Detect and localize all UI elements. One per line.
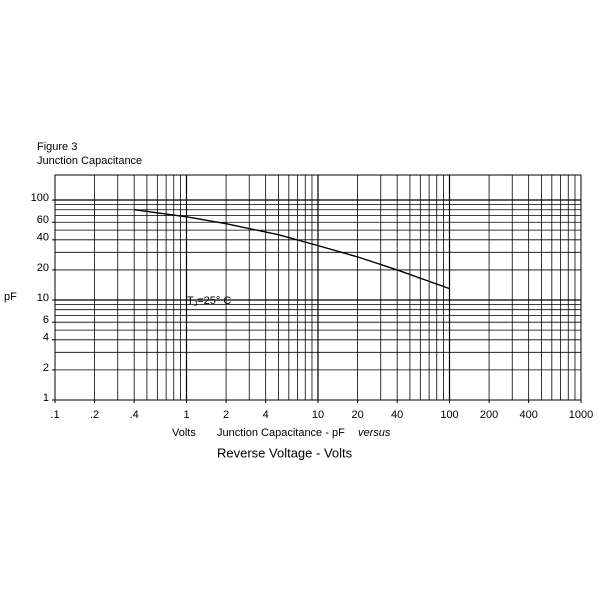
y-axis-label: pF — [4, 291, 17, 303]
x-tick-label: 100 — [440, 409, 458, 421]
x-tick-label: 10 — [312, 409, 324, 421]
chart-title: Figure 3 — [37, 141, 77, 153]
x-tick-label: 400 — [519, 409, 537, 421]
annotation-main: T — [187, 295, 194, 307]
y-tick-label: 20 — [37, 262, 49, 274]
x-tick-label: 1000 — [569, 409, 593, 421]
x-tick-label: 2 — [223, 409, 229, 421]
x-note: versus — [358, 427, 391, 439]
y-tick-label: 60 — [37, 214, 49, 226]
annotation-rest: =25° C — [197, 295, 231, 307]
y-tick-label: 4 — [43, 332, 49, 344]
x-note: Junction Capacitance - pF — [217, 427, 345, 439]
x-tick-label: 200 — [480, 409, 498, 421]
y-tick-label: 100 — [31, 192, 49, 204]
data-line — [134, 209, 450, 290]
x-tick-label: 40 — [391, 409, 403, 421]
x-tick-label: 20 — [351, 409, 363, 421]
x-tick-label: .4 — [130, 409, 139, 421]
y-tick-label: 6 — [43, 314, 49, 326]
x-tick-label: 1 — [183, 409, 189, 421]
annotation: TJ=25° C — [187, 295, 231, 308]
x-axis-label: Reverse Voltage - Volts — [217, 445, 353, 460]
y-tick-label: 2 — [43, 362, 49, 374]
y-tick-label: 1 — [43, 392, 49, 404]
chart-subtitle: Junction Capacitance — [37, 155, 142, 167]
x-note: Volts — [172, 427, 196, 439]
x-tick-label: .2 — [90, 409, 99, 421]
x-tick-label: .1 — [50, 409, 59, 421]
x-tick-label: 4 — [263, 409, 269, 421]
y-tick-label: 10 — [37, 292, 49, 304]
y-tick-label: 40 — [37, 232, 49, 244]
